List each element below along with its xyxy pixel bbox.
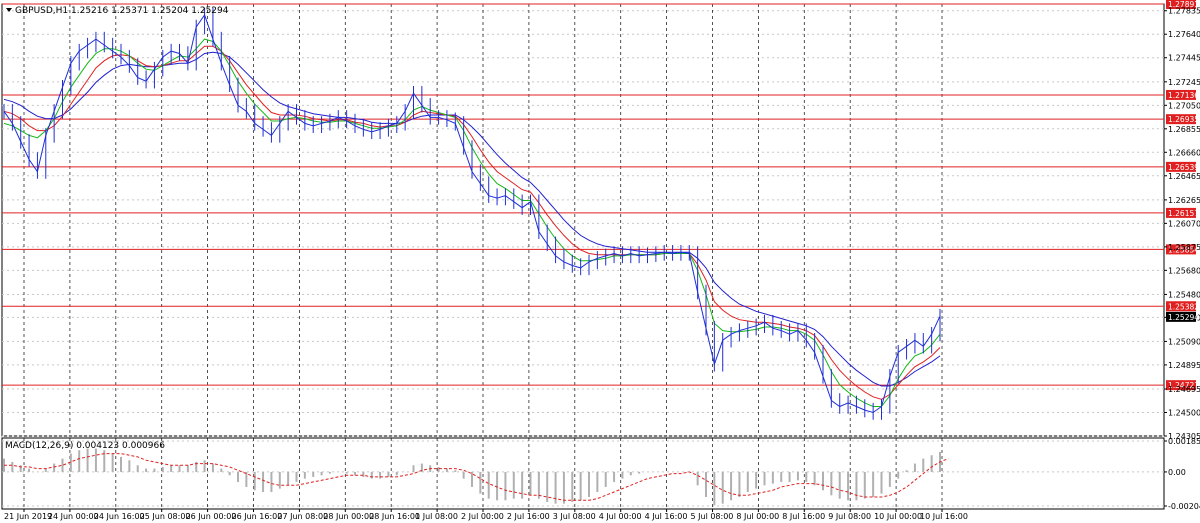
price-axis: 1.27835 1.27640 1.27445 1.27245 1.27050 1.268… — [1164, 7, 1200, 441]
time-tick-label: 5 Jul 08:00 — [691, 512, 734, 521]
time-tick-label: 26 Jun 00:00 — [186, 512, 237, 521]
price-tick-label: 1.24895 — [1168, 361, 1200, 370]
level-tag — [1166, 161, 1196, 172]
time-tick-label: 21 Jun 2019 — [4, 512, 52, 521]
price-grid — [2, 4, 1164, 437]
time-tick-label: 2 Jul 16:00 — [507, 512, 550, 521]
price-tick-label: 1.25875 — [1168, 243, 1200, 252]
time-tick-label: 28 Jun 16:00 — [369, 512, 420, 521]
level-tag — [1166, 380, 1196, 391]
macd-axis: 0.001853 0.00 -0.002041 — [1164, 437, 1200, 511]
level-tag — [1166, 301, 1196, 312]
time-tick-label: 24 Jun 16:00 — [94, 512, 145, 521]
price-tick-label: 1.25480 — [1168, 290, 1200, 299]
price-tick-label: 1.27245 — [1168, 78, 1200, 87]
time-tick-label: 10 Jul 00:00 — [874, 512, 922, 521]
level-label: 1.27891 — [1168, 0, 1199, 9]
level-tag — [1166, 0, 1196, 9]
macd-series — [3, 448, 949, 506]
time-tick-label: 1 Jul 08:00 — [415, 512, 458, 521]
macd-panel[interactable]: 0.001853 0.00 -0.002041 MACD(12,26,9) 0.00… — [1, 437, 1200, 511]
level-label: 1.25854 — [1168, 245, 1199, 254]
level-label: 1.27136 — [1168, 91, 1199, 100]
time-tick-label: 8 Jul 00:00 — [736, 512, 779, 521]
macd-tick-label: 0.00 — [1168, 468, 1186, 477]
price-tick-label: 1.26855 — [1168, 125, 1200, 134]
price-tick-label: 1.27445 — [1168, 54, 1200, 63]
chart-title: GBPUSD,H1 1.25216 1.25371 1.25204 1.2529… — [15, 6, 229, 16]
triangle-down-icon[interactable] — [6, 8, 12, 12]
price-tick-label: 1.24500 — [1168, 409, 1200, 418]
time-tick-label: 10 Jul 16:00 — [920, 512, 968, 521]
level-label: 1.24727 — [1168, 381, 1199, 390]
level-tag — [1166, 114, 1196, 125]
time-tick-label: 26 Jun 16:00 — [232, 512, 283, 521]
time-tick-label: 27 Jun 08:00 — [277, 512, 328, 521]
chart-header: GBPUSD,H1 1.25216 1.25371 1.25204 1.2529… — [6, 6, 229, 16]
time-tick-label: 8 Jul 16:00 — [782, 512, 825, 521]
time-tick-label: 4 Jul 00:00 — [599, 512, 642, 521]
time-tick-label: 2 Jul 00:00 — [461, 512, 504, 521]
price-tick-label: 1.24695 — [1168, 385, 1200, 394]
macd-grid — [2, 438, 1164, 509]
price-series — [3, 7, 941, 420]
macd-title: MACD(12,26,9) 0.004123 0.000966 — [5, 441, 165, 451]
macd-tick-label: -0.002041 — [1168, 502, 1200, 511]
price-tick-label: 1.27050 — [1168, 101, 1200, 110]
time-tick-label: 25 Jun 08:00 — [140, 512, 191, 521]
price-tick-label: 1.27640 — [1168, 30, 1200, 39]
price-tick-label: 1.24305 — [1168, 432, 1200, 441]
price-tick-label: 1.26660 — [1168, 148, 1200, 157]
time-tick-label: 24 Jun 00:00 — [48, 512, 99, 521]
ma-mid-line — [3, 45, 941, 400]
price-tick-label: 1.27835 — [1168, 7, 1200, 16]
price-tick-label: 1.26465 — [1168, 172, 1200, 181]
time-tick-label: 9 Jul 08:00 — [828, 512, 871, 521]
level-label: 1.25382 — [1168, 302, 1199, 311]
level-tag — [1166, 244, 1196, 255]
current-price-label: 1.25294 — [1168, 313, 1199, 322]
current-price-tag — [1166, 311, 1196, 322]
price-tick-label: 1.26265 — [1168, 196, 1200, 205]
level-tag — [1166, 89, 1196, 100]
price-tick-label: 1.25680 — [1168, 266, 1200, 275]
time-tick-label: 28 Jun 00:00 — [323, 512, 374, 521]
macd-tick-label: 0.001853 — [1168, 437, 1200, 446]
price-line — [3, 13, 941, 414]
price-tick-label: 1.25090 — [1168, 337, 1200, 346]
level-tag — [1166, 207, 1196, 218]
horizontal-levels: 1.27891 1.27136 1.26935 1.26539 1.26157 1.258… — [2, 0, 1199, 391]
price-tick-label: 1.26070 — [1168, 219, 1200, 228]
time-tick-label: 4 Jul 16:00 — [645, 512, 688, 521]
macd-panel-frame — [1, 437, 1165, 510]
price-panel[interactable]: 1.27891 1.27136 1.26935 1.26539 1.26157 1.258… — [1, 0, 1200, 441]
time-tick-label: 3 Jul 08:00 — [553, 512, 596, 521]
level-label: 1.26935 — [1168, 115, 1199, 124]
macd-signal-line — [4, 453, 949, 501]
level-label: 1.26157 — [1168, 209, 1199, 218]
level-label: 1.26539 — [1168, 163, 1199, 172]
